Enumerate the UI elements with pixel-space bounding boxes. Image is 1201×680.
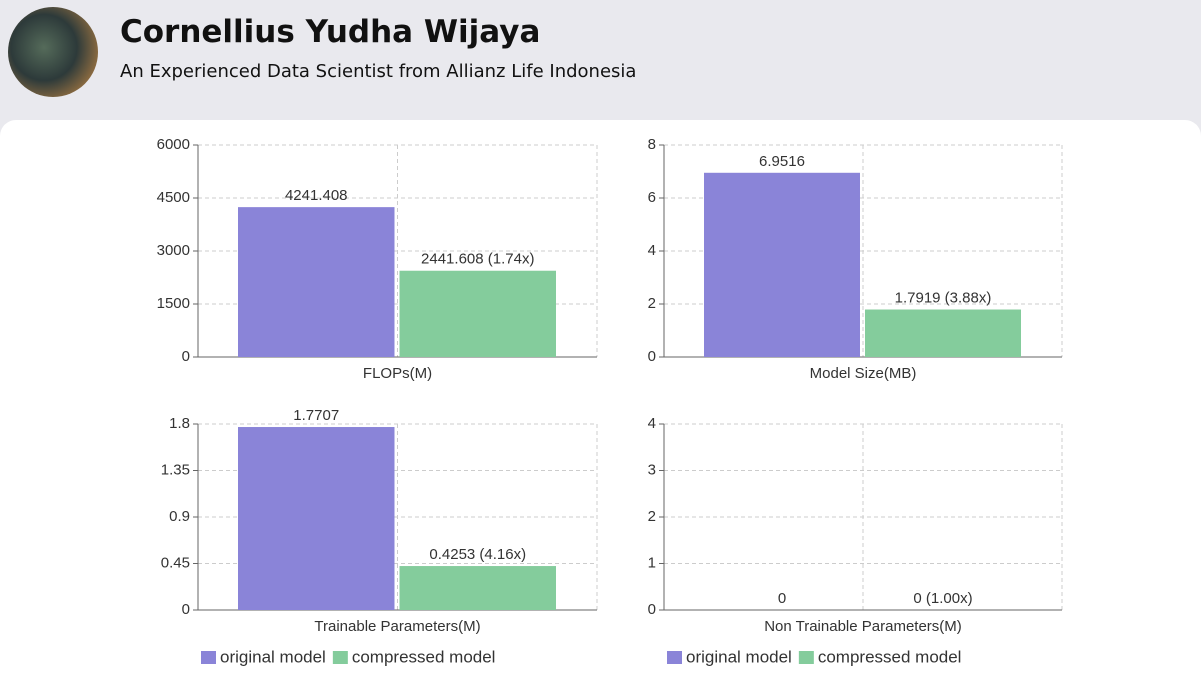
value-label: 4241.408	[285, 187, 348, 204]
legend-swatch	[667, 651, 682, 664]
author-subtitle: An Experienced Data Scientist from Allia…	[120, 61, 637, 82]
legend-label: original model	[220, 647, 326, 666]
legend-swatch	[798, 651, 814, 664]
y-tick-label: 0	[182, 601, 190, 618]
x-category-label: Trainable Parameters(M)	[314, 618, 480, 635]
bar	[399, 566, 556, 610]
bar	[238, 207, 395, 357]
y-tick-label: 1.8	[169, 415, 190, 432]
value-label: 0	[778, 590, 786, 607]
y-tick-label: 0	[648, 601, 656, 618]
value-label: 2441.608 (1.74x)	[421, 251, 534, 268]
y-tick-label: 1500	[157, 295, 190, 312]
legend-label: compressed model	[818, 647, 962, 666]
y-tick-label: 0	[182, 348, 190, 365]
bar	[399, 270, 556, 357]
value-label: 1.7707	[293, 407, 339, 424]
y-tick-label: 4	[648, 242, 656, 259]
y-tick-label: 2	[648, 508, 656, 525]
y-tick-label: 8	[648, 136, 656, 153]
legend-label: original model	[686, 647, 792, 666]
value-label: 6.9516	[759, 153, 805, 170]
y-tick-label: 6000	[157, 136, 190, 153]
value-label: 0.4253 (4.16x)	[429, 546, 526, 563]
bar	[865, 309, 1021, 357]
y-tick-label: 0.9	[169, 508, 190, 525]
y-tick-label: 0	[648, 348, 656, 365]
value-label: 0 (1.00x)	[913, 590, 972, 607]
y-tick-label: 4500	[157, 189, 190, 206]
author-name: Cornellius Yudha Wijaya	[120, 14, 541, 50]
legend-swatch	[332, 651, 348, 664]
bar	[238, 427, 395, 610]
y-tick-label: 0.45	[161, 554, 190, 571]
y-tick-label: 1	[648, 554, 656, 571]
legend-swatch	[201, 651, 216, 664]
y-tick-label: 6	[648, 189, 656, 206]
bar	[704, 172, 860, 357]
card	[0, 120, 1201, 680]
y-tick-label: 1.35	[161, 461, 190, 478]
header: Cornellius Yudha Wijaya An Experienced D…	[0, 0, 1201, 120]
x-category-label: Model Size(MB)	[810, 365, 917, 382]
avatar	[8, 7, 98, 97]
y-tick-label: 3	[648, 461, 656, 478]
x-category-label: Non Trainable Parameters(M)	[764, 618, 962, 635]
legend-label: compressed model	[352, 647, 496, 666]
y-tick-label: 2	[648, 295, 656, 312]
value-label: 1.7919 (3.88x)	[895, 289, 992, 306]
x-category-label: FLOPs(M)	[363, 365, 432, 382]
y-tick-label: 3000	[157, 242, 190, 259]
y-tick-label: 4	[648, 415, 656, 432]
